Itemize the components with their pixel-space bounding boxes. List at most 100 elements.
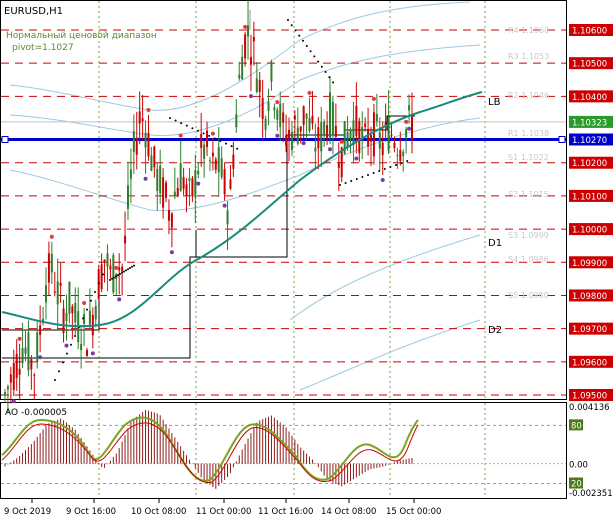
price-axis-label-bg [569,355,613,368]
candle-body [15,354,18,378]
sar-dot [202,132,205,135]
candle-body [405,129,408,138]
sar-dot [313,55,316,58]
candle-body [308,118,311,131]
lower-step-line [2,300,100,331]
sar-dot [361,176,364,178]
candle-body [197,170,200,175]
sar-dot [213,137,216,140]
candle-body [317,127,320,149]
candle-body [150,155,153,171]
candle-body [156,168,159,191]
fractal-up [243,24,248,29]
sar-dot [389,166,392,168]
sar-dot [113,276,115,279]
candle-body [411,116,413,140]
sar-dot [324,71,327,73]
price-axis-label-bg [569,289,613,302]
osc-axis-label: 20 [571,480,582,490]
stoch-main-line [1,416,419,482]
fractal-up [371,96,376,101]
candle-body [393,142,396,148]
sar-dot [58,370,60,373]
candle-body [323,121,326,135]
price-panel[interactable] [0,0,567,400]
candle-body [349,129,352,140]
candle-body [252,36,255,42]
level-label: S5 1.0980 [508,291,549,300]
fractal-up [178,133,183,138]
candle-body [267,101,270,112]
sar-dot [309,50,312,53]
candle-body [364,123,367,127]
candle-body [65,312,68,322]
candle-body [249,57,252,65]
candle-body [167,209,170,221]
candle-body [314,147,317,152]
fractal-down [169,250,174,255]
osc-level-label-bg [569,477,583,489]
candle-body [208,160,211,162]
candle-body [36,332,39,363]
band-label-d2: D2 [488,325,502,336]
candle-body [24,347,27,354]
sar-dot [406,160,409,162]
candle-body [255,78,258,92]
sar-dot [86,308,88,311]
sar-dot [367,174,369,176]
sar-dot [236,147,239,150]
candle-body [261,98,264,120]
price-axis-label: 1.09600 [572,358,607,368]
sar-dot [383,168,386,170]
sar-dot [317,60,320,63]
candle-body [80,344,83,351]
candle-body [279,103,282,128]
sar-dot [287,19,289,21]
level-label: R2 1.1046 [508,91,549,100]
candle-body [290,132,293,151]
fractal-down [196,181,201,186]
candle-body [194,170,197,198]
band-label-d1: D1 [488,238,502,249]
candle-body [273,107,276,111]
candle-body [387,116,390,151]
candle-body [384,121,387,126]
time-axis-label: 11 Oct 16:00 [258,507,313,517]
fractal-down [64,343,69,348]
sar-dot [82,317,84,320]
sar-dot [109,279,111,281]
fractal-down [407,126,412,131]
sar-dot [219,140,222,143]
candle-body [355,105,358,136]
candle-body [191,178,194,197]
sar-dot [197,129,199,132]
candle-body [375,114,378,122]
candle-body [103,259,106,263]
level-label: R1 1.1038 [508,129,549,138]
sar-dot [98,282,100,285]
range-steps [2,10,415,359]
candle-body [378,132,381,149]
price-axis-label: 1.10500 [572,60,607,70]
oscillator-title: AO -0.000005 [5,408,67,418]
sar-dot [119,273,121,275]
level-label: R3 1.1053 [508,52,549,61]
candle-body [285,135,288,146]
candle-body [62,308,65,333]
candle-body [159,165,162,194]
level-label: S1 1.1022 [508,153,549,162]
candle-body [305,113,308,119]
fractal-down [117,297,122,302]
fractal-down [248,94,253,99]
axes: 1.10600 1.10500 1.10400 1.10200 1.10100 1.100… [4,24,613,517]
candle-body [244,34,247,59]
moving-average [1,91,483,328]
price-axis-label: 1.10400 [572,93,607,103]
fractal-down [328,147,333,152]
band-label-lb: LB [488,97,501,108]
band-curve [9,1,471,111]
candle-body [4,392,6,396]
sar-dot [225,142,227,145]
